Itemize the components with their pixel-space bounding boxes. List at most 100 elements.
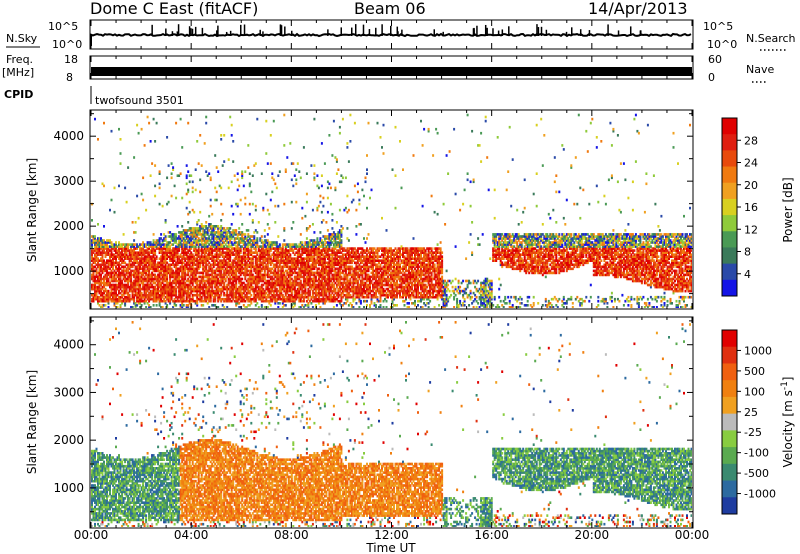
echo-cell xyxy=(256,283,259,287)
echo-cell xyxy=(104,265,107,269)
echo-cell xyxy=(107,265,110,269)
echo-cell xyxy=(203,249,206,252)
echo-cell xyxy=(224,261,227,265)
echo-cell xyxy=(110,198,113,202)
echo-cell xyxy=(269,271,272,275)
echo-cell xyxy=(118,273,120,277)
echo-cell xyxy=(274,299,277,303)
echo-cell xyxy=(245,267,248,271)
echo-cell xyxy=(146,253,149,256)
echo-cell xyxy=(278,247,281,250)
echo-cell xyxy=(272,178,275,182)
echo-cell xyxy=(160,247,163,250)
echo-cell xyxy=(239,277,242,281)
echo-cell xyxy=(170,271,173,275)
echo-cell xyxy=(281,281,284,285)
echo-cell xyxy=(211,279,214,283)
echo-cell xyxy=(278,281,281,285)
echo-cell xyxy=(266,275,269,279)
echo-cell xyxy=(259,287,262,291)
echo-cell xyxy=(245,249,248,252)
echo-cell xyxy=(212,269,215,273)
echo-cell xyxy=(251,263,254,267)
echo-cell xyxy=(208,172,211,175)
echo-cell xyxy=(308,273,311,277)
echo-cell xyxy=(148,243,151,246)
echo-cell xyxy=(98,245,101,248)
echo-cell xyxy=(259,271,262,275)
echo-cell xyxy=(203,253,206,256)
echo-cell xyxy=(214,255,217,258)
echo-cell xyxy=(260,277,263,281)
echo-cell xyxy=(106,249,108,252)
echo-cell xyxy=(110,283,113,287)
echo-cell xyxy=(187,249,190,252)
echo-cell xyxy=(242,289,245,293)
echo-cell xyxy=(193,233,196,236)
echo-cell xyxy=(256,275,259,279)
echo-cell xyxy=(223,285,226,289)
echo-cell xyxy=(332,306,335,308)
echo-cell xyxy=(217,306,220,308)
echo-cell xyxy=(262,251,265,254)
echo-cell xyxy=(244,235,247,238)
echo-cell xyxy=(271,176,274,180)
echo-cell xyxy=(143,275,146,279)
echo-cell xyxy=(154,164,157,167)
echo-cell xyxy=(164,259,167,262)
echo-cell xyxy=(305,255,308,258)
echo-cell xyxy=(266,253,269,256)
echo-cell xyxy=(193,259,196,262)
echo-cell xyxy=(253,279,256,283)
echo-cell xyxy=(181,249,184,252)
echo-cell xyxy=(313,291,316,295)
echo-cell xyxy=(271,287,274,291)
echo-cell xyxy=(124,257,127,260)
echo-cell xyxy=(262,261,265,265)
echo-cell xyxy=(274,259,277,262)
echo-cell xyxy=(140,263,143,267)
echo-cell xyxy=(287,279,290,283)
echo-cell xyxy=(200,249,203,252)
echo-cell xyxy=(259,255,262,258)
echo-cell xyxy=(109,255,111,258)
echo-cell xyxy=(209,241,212,244)
echo-cell xyxy=(155,121,158,125)
echo-cell xyxy=(179,267,182,271)
echo-cell xyxy=(212,239,215,242)
echo-cell xyxy=(271,247,274,250)
echo-cell xyxy=(178,261,181,265)
echo-cell xyxy=(259,249,262,252)
echo-cell xyxy=(292,162,295,165)
echo-cell xyxy=(254,279,257,283)
echo-cell xyxy=(121,261,124,265)
echo-cell xyxy=(181,285,184,289)
echo-cell xyxy=(214,237,217,240)
echo-cell xyxy=(296,261,299,265)
echo-cell xyxy=(196,259,199,262)
echo-cell xyxy=(118,245,120,248)
echo-cell xyxy=(131,273,134,277)
echo-cell xyxy=(106,281,108,285)
echo-cell xyxy=(98,297,101,301)
echo-cell xyxy=(236,289,239,293)
echo-cell xyxy=(287,289,290,293)
echo-cell xyxy=(247,253,250,256)
echo-cell xyxy=(142,259,145,262)
echo-cell xyxy=(196,257,199,260)
echo-cell xyxy=(220,277,223,281)
echo-cell xyxy=(295,293,298,297)
echo-cell xyxy=(241,255,244,258)
echo-cell xyxy=(269,287,272,291)
echo-cell xyxy=(304,261,307,265)
echo-cell xyxy=(190,271,193,275)
echo-cell xyxy=(173,281,176,285)
echo-cell xyxy=(161,243,164,246)
echo-cell xyxy=(104,283,107,287)
echo-cell xyxy=(275,263,278,267)
echo-cell xyxy=(226,227,229,230)
echo-cell xyxy=(313,267,316,271)
echo-cell xyxy=(131,221,134,224)
echo-cell xyxy=(211,243,214,246)
echo-cell xyxy=(154,140,157,143)
